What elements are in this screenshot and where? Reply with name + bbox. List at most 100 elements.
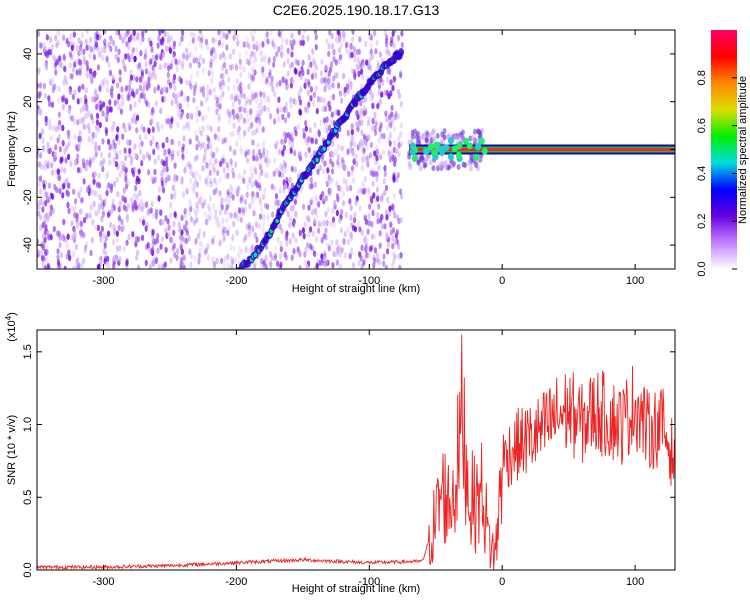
noise-cell bbox=[259, 50, 264, 57]
noise-cell bbox=[396, 113, 400, 120]
noise-cell bbox=[149, 58, 153, 65]
noise-cell bbox=[366, 120, 370, 127]
noise-cell bbox=[129, 53, 134, 60]
noise-cell bbox=[62, 182, 66, 190]
noise-cell bbox=[265, 154, 269, 161]
noise-cell bbox=[285, 240, 289, 247]
noise-cell bbox=[56, 39, 60, 47]
noise-cell bbox=[200, 243, 205, 251]
noise-cell bbox=[310, 137, 315, 144]
noise-cell bbox=[54, 144, 58, 151]
noise-cell bbox=[103, 37, 107, 45]
noise-cell bbox=[355, 63, 360, 70]
noise-cell bbox=[161, 30, 165, 34]
noise-cell bbox=[254, 259, 258, 267]
noise-cell bbox=[209, 61, 213, 69]
noise-cell bbox=[390, 104, 394, 112]
noise-cell bbox=[188, 163, 192, 170]
noise-cell bbox=[181, 261, 185, 269]
noise-cell bbox=[167, 148, 171, 155]
noise-cell bbox=[100, 151, 104, 159]
noise-cell bbox=[66, 201, 70, 209]
noise-cell bbox=[230, 264, 234, 269]
noise-cell bbox=[128, 90, 132, 98]
noise-cell bbox=[220, 41, 225, 49]
noise-cell bbox=[114, 53, 118, 60]
noise-cell bbox=[201, 141, 205, 148]
noise-cell bbox=[349, 83, 353, 91]
noise-cell bbox=[291, 232, 295, 239]
noise-cell bbox=[202, 91, 206, 98]
noise-cell bbox=[384, 264, 388, 269]
noise-cell bbox=[304, 125, 308, 132]
noise-cell bbox=[385, 47, 390, 54]
noise-cell bbox=[324, 210, 328, 218]
noise-cell bbox=[114, 150, 118, 158]
noise-cell bbox=[171, 149, 175, 157]
noise-cell bbox=[201, 85, 206, 93]
noise-cell bbox=[95, 112, 100, 120]
noise-cell bbox=[110, 125, 115, 132]
noise-cell bbox=[275, 140, 279, 147]
noise-cell bbox=[285, 234, 289, 242]
noise-cell bbox=[307, 63, 311, 70]
noise-cell bbox=[236, 39, 240, 47]
noise-cell bbox=[169, 201, 173, 209]
noise-cell bbox=[207, 137, 211, 144]
noise-cell bbox=[97, 172, 101, 180]
noise-cell bbox=[364, 40, 368, 48]
tone-spread-cell bbox=[442, 134, 447, 141]
noise-cell bbox=[89, 204, 93, 211]
noise-cell bbox=[133, 101, 137, 108]
noise-cell bbox=[392, 114, 397, 121]
noise-cell bbox=[183, 212, 187, 220]
noise-cell bbox=[91, 132, 95, 139]
spectrogram-cells bbox=[37, 30, 675, 269]
noise-cell bbox=[381, 192, 385, 199]
noise-cell bbox=[114, 45, 118, 53]
noise-cell bbox=[259, 90, 263, 98]
noise-cell bbox=[189, 202, 193, 210]
noise-cell bbox=[137, 203, 142, 210]
noise-cell bbox=[235, 77, 239, 84]
noise-cell bbox=[81, 83, 85, 90]
noise-cell bbox=[367, 187, 371, 194]
noise-cell bbox=[316, 96, 321, 103]
noise-cell bbox=[78, 129, 82, 137]
noise-cell bbox=[160, 236, 164, 243]
noise-cell bbox=[185, 188, 189, 195]
noise-cell bbox=[255, 152, 259, 160]
noise-cell bbox=[261, 66, 265, 73]
noise-cell bbox=[118, 76, 122, 83]
noise-cell bbox=[255, 236, 259, 244]
noise-cell bbox=[342, 36, 346, 43]
noise-cell bbox=[397, 136, 401, 143]
noise-cell bbox=[117, 206, 121, 213]
noise-cell bbox=[127, 91, 131, 99]
noise-cell bbox=[264, 157, 268, 164]
noise-cell bbox=[127, 234, 131, 241]
noise-cell bbox=[274, 192, 279, 200]
noise-cell bbox=[358, 205, 362, 212]
noise-cell bbox=[193, 129, 197, 137]
noise-cell bbox=[226, 108, 230, 116]
noise-cell bbox=[93, 145, 98, 153]
noise-cell bbox=[270, 254, 274, 262]
noise-cell bbox=[357, 141, 362, 149]
noise-cell bbox=[392, 209, 396, 217]
noise-cell bbox=[319, 70, 323, 77]
noise-cell bbox=[117, 215, 122, 222]
noise-cell bbox=[351, 36, 355, 43]
noise-cell bbox=[307, 81, 311, 88]
noise-cell bbox=[92, 178, 96, 185]
noise-cell bbox=[298, 99, 303, 106]
noise-cell bbox=[141, 31, 145, 38]
noise-cell bbox=[231, 258, 235, 265]
noise-cell bbox=[103, 77, 107, 84]
noise-cell bbox=[159, 243, 163, 250]
noise-cell bbox=[249, 246, 253, 253]
noise-cell bbox=[156, 143, 160, 151]
noise-cell bbox=[388, 205, 392, 212]
noise-cell bbox=[235, 40, 240, 47]
noise-cell bbox=[392, 176, 396, 183]
